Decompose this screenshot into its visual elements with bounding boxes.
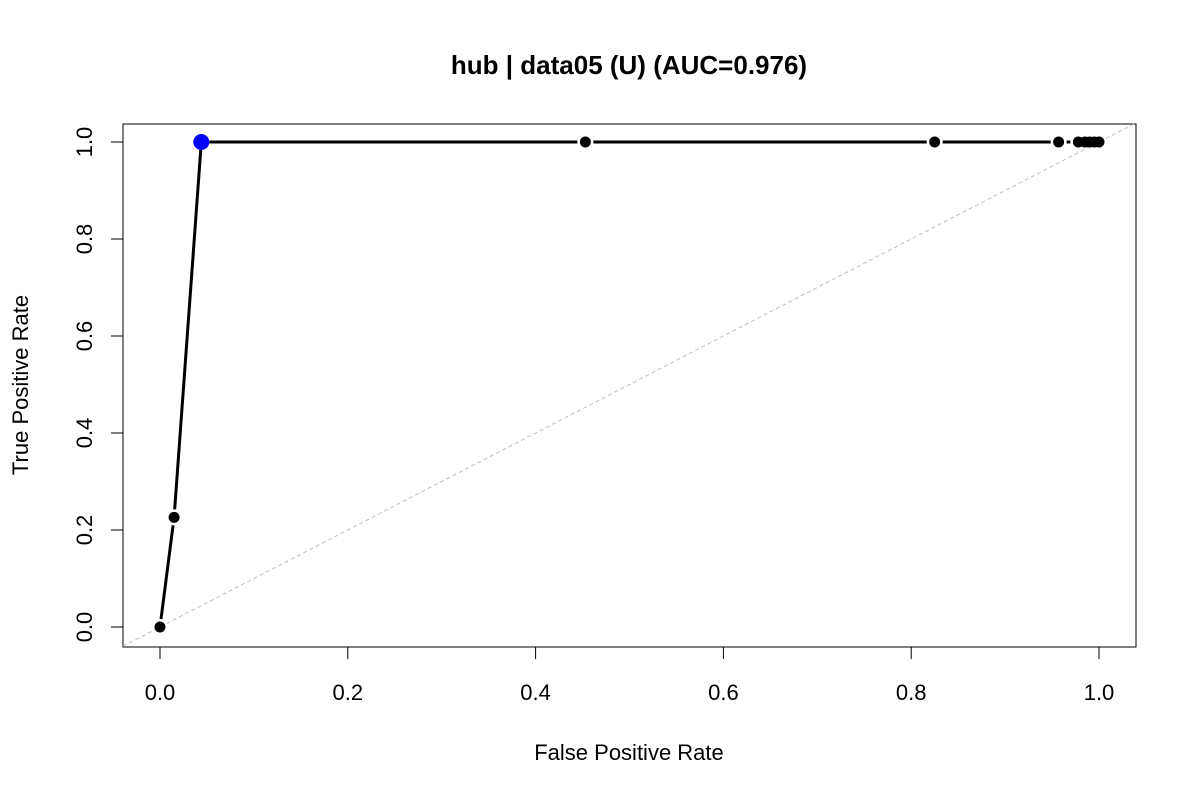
- y-tick-label: 0.2: [72, 515, 97, 546]
- y-tick-label: 0.4: [72, 418, 97, 449]
- data-point: [579, 136, 591, 148]
- x-tick-label: 0.2: [333, 680, 364, 705]
- diagonal-reference-line: [122, 123, 1135, 647]
- y-tick-label: 0.8: [72, 224, 97, 255]
- x-axis-label: False Positive Rate: [534, 740, 724, 765]
- y-tick-label: 0.6: [72, 321, 97, 352]
- x-tick-label: 1.0: [1084, 680, 1115, 705]
- data-point: [929, 136, 941, 148]
- x-tick-label: 0.8: [896, 680, 927, 705]
- data-point: [1093, 136, 1105, 148]
- plot-area: [122, 123, 1137, 648]
- highlight-point: [193, 134, 210, 150]
- data-point: [1053, 136, 1065, 148]
- y-tick-label: 1.0: [72, 127, 97, 158]
- x-tick-label: 0.0: [145, 680, 176, 705]
- y-tick-label: 0.0: [72, 612, 97, 643]
- series-layer: [154, 134, 1105, 633]
- x-tick-label: 0.4: [520, 680, 551, 705]
- y-axis: 0.0 0.2 0.4 0.6 0.8 1.0: [72, 127, 124, 643]
- reference-layer: [122, 123, 1135, 647]
- chart-title: hub | data05 (U) (AUC=0.976): [451, 50, 807, 80]
- x-axis: 0.0 0.2 0.4 0.6 0.8 1.0: [145, 646, 1115, 705]
- data-point: [154, 621, 166, 633]
- series-segment: [159, 525, 175, 620]
- x-tick-label: 0.6: [708, 680, 739, 705]
- y-axis-label: True Positive Rate: [8, 295, 33, 475]
- data-point: [168, 511, 180, 523]
- series-segment: [173, 149, 203, 510]
